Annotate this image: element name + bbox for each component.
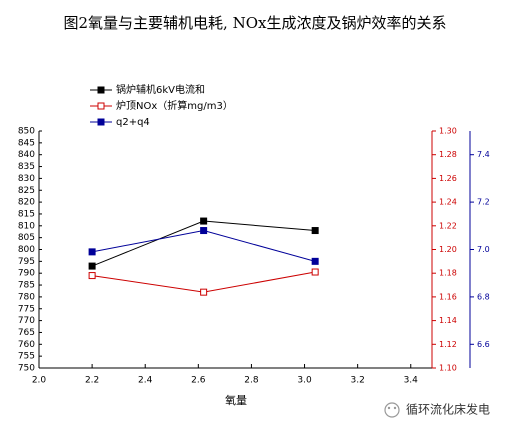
y-tick-label: 760 — [18, 340, 35, 350]
y3-tick-label: 7.4 — [477, 150, 490, 159]
x-tick-label: 2.6 — [191, 376, 206, 386]
y2-tick-label: 1.12 — [439, 340, 457, 349]
x-tick-label: 2.0 — [32, 376, 47, 386]
y3-tick-label: 7.2 — [477, 198, 490, 207]
y-tick-label: 810 — [18, 221, 35, 231]
y-tick-label: 845 — [18, 138, 35, 148]
y3-tick-label: 6.6 — [477, 340, 490, 349]
legend-label: q2+q4 — [116, 117, 150, 128]
point — [200, 288, 208, 296]
y-tick-label: 820 — [18, 198, 35, 208]
x-tick-label: 2.2 — [85, 376, 99, 386]
x-tick-label: 3.2 — [350, 376, 364, 386]
x-tick-label: 3.0 — [297, 376, 312, 386]
y-tick-label: 750 — [18, 364, 35, 374]
watermark-icon — [384, 402, 400, 418]
legend-marker — [97, 102, 105, 110]
y2-tick-label: 1.18 — [439, 269, 457, 278]
x-tick-label: 3.4 — [404, 376, 419, 386]
legend-marker — [97, 86, 105, 94]
point — [88, 248, 96, 256]
legend-label: 炉顶NOx（折算mg/m3） — [116, 99, 233, 112]
y-tick-label: 805 — [18, 233, 35, 243]
y2-tick-label: 1.22 — [439, 221, 457, 230]
y-tick-label: 835 — [18, 162, 35, 172]
y2-tick-label: 1.24 — [439, 198, 457, 207]
y-tick-label: 815 — [18, 209, 35, 219]
x-tick-label: 2.4 — [138, 376, 153, 386]
y-tick-label: 775 — [18, 304, 35, 314]
y-tick-label: 755 — [18, 352, 35, 362]
x-axis-label: 氧量 — [225, 393, 247, 407]
chart-title: 图2氧量与主要辅机电耗, NOx生成浓度及锅炉效率的关系 — [64, 14, 447, 32]
series-line — [92, 230, 316, 262]
point — [200, 217, 208, 225]
point — [88, 272, 96, 280]
legend-label: 锅炉辅机6kV电流和 — [116, 83, 205, 96]
icon — [393, 406, 397, 410]
legend-marker — [97, 118, 105, 126]
y-tick-label: 825 — [18, 186, 35, 196]
point — [311, 257, 319, 265]
y2-tick-label: 1.20 — [439, 245, 457, 254]
y2-tick-label: 1.26 — [439, 174, 457, 183]
y2-tick-label: 1.16 — [439, 292, 457, 301]
y-tick-label: 850 — [18, 127, 35, 137]
point — [88, 262, 96, 270]
point — [200, 227, 208, 235]
y-tick-label: 830 — [18, 174, 35, 184]
y-tick-label: 765 — [18, 328, 35, 338]
point — [311, 227, 319, 235]
y-tick-label: 790 — [18, 269, 35, 279]
point — [311, 268, 319, 276]
y-tick-label: 780 — [18, 292, 35, 302]
y2-tick-label: 1.14 — [439, 316, 457, 325]
watermark: 循环流化床发电 — [406, 402, 490, 417]
x-tick-label: 2.8 — [244, 376, 259, 386]
y-tick-label: 785 — [18, 281, 35, 291]
y-tick-label: 800 — [18, 245, 35, 255]
y2-tick-label: 1.30 — [439, 127, 457, 136]
icon — [387, 406, 391, 410]
y2-tick-label: 1.10 — [439, 364, 457, 373]
y3-tick-label: 6.8 — [477, 292, 490, 301]
y-tick-label: 840 — [18, 150, 35, 160]
y3-tick-label: 7.0 — [477, 245, 490, 254]
icon — [384, 402, 400, 418]
y2-tick-label: 1.28 — [439, 150, 457, 159]
y-tick-label: 770 — [18, 316, 35, 326]
y-tick-label: 795 — [18, 257, 35, 267]
